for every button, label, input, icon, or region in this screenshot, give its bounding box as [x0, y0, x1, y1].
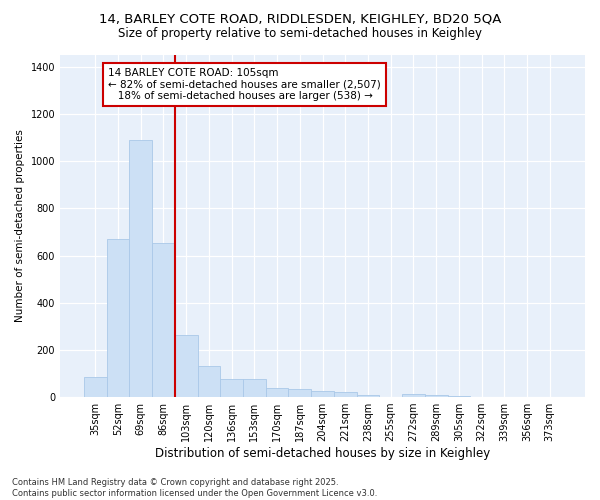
Text: Contains HM Land Registry data © Crown copyright and database right 2025.
Contai: Contains HM Land Registry data © Crown c… — [12, 478, 377, 498]
Bar — [425, 395, 448, 397]
Bar — [311, 391, 334, 397]
Bar — [220, 380, 243, 397]
Bar — [289, 389, 311, 397]
Bar — [402, 394, 425, 397]
Bar — [175, 334, 197, 397]
Bar — [130, 140, 152, 397]
Text: Size of property relative to semi-detached houses in Keighley: Size of property relative to semi-detach… — [118, 28, 482, 40]
Bar — [356, 394, 379, 397]
Bar — [84, 377, 107, 397]
Bar — [197, 366, 220, 397]
Bar — [448, 396, 470, 397]
Bar — [107, 239, 130, 397]
Bar — [243, 380, 266, 397]
Bar — [266, 388, 289, 397]
Y-axis label: Number of semi-detached properties: Number of semi-detached properties — [15, 130, 25, 322]
Text: 14, BARLEY COTE ROAD, RIDDLESDEN, KEIGHLEY, BD20 5QA: 14, BARLEY COTE ROAD, RIDDLESDEN, KEIGHL… — [99, 12, 501, 26]
Text: 14 BARLEY COTE ROAD: 105sqm
← 82% of semi-detached houses are smaller (2,507)
  : 14 BARLEY COTE ROAD: 105sqm ← 82% of sem… — [108, 68, 380, 101]
Bar — [152, 242, 175, 397]
Bar — [334, 392, 356, 397]
X-axis label: Distribution of semi-detached houses by size in Keighley: Distribution of semi-detached houses by … — [155, 447, 490, 460]
